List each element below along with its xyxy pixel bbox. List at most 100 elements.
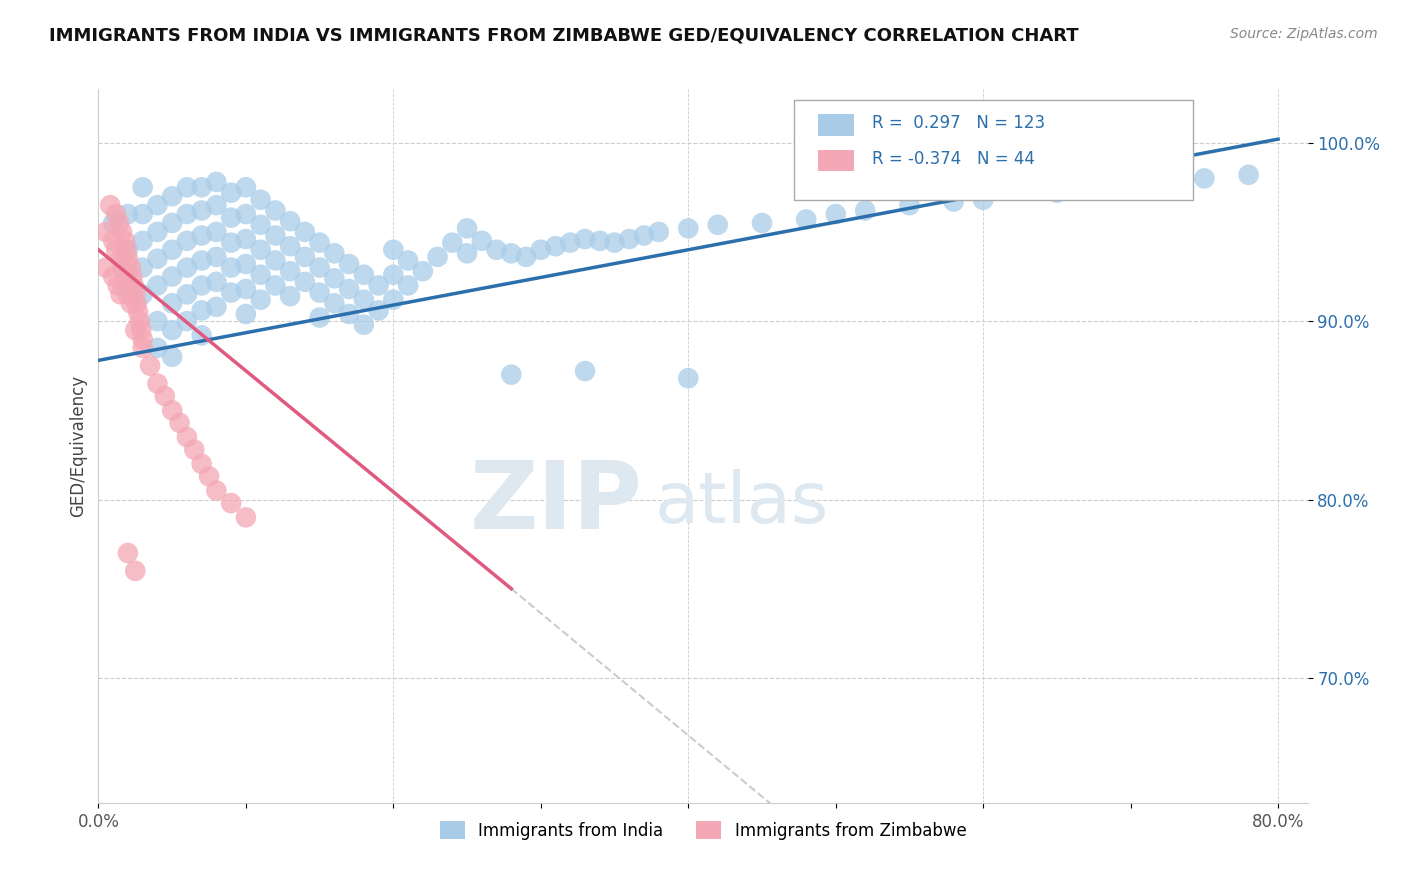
Point: [589, 234, 612, 248]
Point: [205, 483, 228, 498]
Point: [396, 278, 419, 293]
Point: [146, 198, 169, 212]
Point: [124, 287, 146, 301]
Point: [530, 243, 553, 257]
Point: [146, 376, 169, 391]
Point: [544, 239, 567, 253]
Point: [456, 246, 478, 260]
Point: [105, 243, 128, 257]
Point: [235, 232, 257, 246]
Point: [122, 278, 145, 293]
Point: [1119, 178, 1142, 193]
Point: [278, 264, 301, 278]
Point: [190, 278, 212, 293]
Point: [323, 271, 346, 285]
Point: [412, 264, 434, 278]
Point: [308, 235, 330, 250]
FancyBboxPatch shape: [793, 100, 1192, 200]
Point: [426, 250, 449, 264]
Point: [160, 350, 183, 364]
Point: [264, 278, 287, 293]
Point: [396, 253, 419, 268]
Point: [107, 278, 129, 293]
Point: [249, 218, 271, 232]
Point: [114, 269, 136, 284]
Point: [190, 457, 212, 471]
Point: [205, 300, 228, 314]
Point: [219, 211, 242, 225]
Point: [117, 278, 139, 293]
Point: [794, 212, 817, 227]
Point: [219, 285, 242, 300]
Point: [294, 250, 316, 264]
Point: [515, 250, 537, 264]
Point: [190, 303, 212, 318]
Text: IMMIGRANTS FROM INDIA VS IMMIGRANTS FROM ZIMBABWE GED/EQUIVALENCY CORRELATION CH: IMMIGRANTS FROM INDIA VS IMMIGRANTS FROM…: [49, 27, 1078, 45]
Point: [120, 260, 142, 275]
Point: [219, 186, 242, 200]
Point: [205, 225, 228, 239]
Point: [131, 180, 153, 194]
Point: [278, 214, 301, 228]
Point: [101, 216, 124, 230]
Point: [249, 268, 271, 282]
Point: [264, 203, 287, 218]
Text: R =  0.297   N = 123: R = 0.297 N = 123: [872, 114, 1046, 132]
Point: [235, 307, 257, 321]
Point: [94, 225, 117, 239]
Point: [249, 193, 271, 207]
Point: [176, 234, 198, 248]
Point: [294, 275, 316, 289]
Point: [382, 293, 405, 307]
Point: [94, 260, 117, 275]
Point: [114, 234, 136, 248]
Point: [169, 416, 191, 430]
Point: [501, 368, 523, 382]
Point: [219, 496, 242, 510]
Point: [176, 430, 198, 444]
Point: [121, 269, 143, 284]
Point: [101, 269, 124, 284]
Point: [146, 314, 169, 328]
Point: [633, 228, 655, 243]
Point: [129, 323, 152, 337]
Point: [190, 228, 212, 243]
Point: [131, 260, 153, 275]
Point: [105, 207, 128, 221]
Point: [117, 207, 139, 221]
Point: [219, 260, 242, 275]
Point: [131, 287, 153, 301]
Point: [323, 296, 346, 310]
Point: [278, 289, 301, 303]
Point: [235, 207, 257, 221]
Text: atlas: atlas: [655, 468, 830, 538]
Point: [456, 221, 478, 235]
Point: [678, 371, 700, 385]
Point: [619, 232, 641, 246]
Point: [190, 328, 212, 343]
Point: [160, 296, 183, 310]
Point: [278, 239, 301, 253]
Point: [190, 180, 212, 194]
Point: [485, 243, 508, 257]
Point: [337, 282, 360, 296]
Point: [176, 287, 198, 301]
Point: [367, 303, 389, 318]
Point: [146, 252, 169, 266]
Point: [574, 232, 596, 246]
Point: [117, 287, 139, 301]
Point: [308, 285, 330, 300]
Y-axis label: GED/Equivalency: GED/Equivalency: [69, 375, 87, 517]
Point: [1237, 168, 1260, 182]
Point: [235, 282, 257, 296]
Point: [160, 243, 183, 257]
Point: [382, 268, 405, 282]
Text: Source: ZipAtlas.com: Source: ZipAtlas.com: [1230, 27, 1378, 41]
Point: [117, 252, 139, 266]
Point: [160, 216, 183, 230]
Point: [183, 442, 205, 457]
Point: [294, 225, 316, 239]
Point: [120, 296, 142, 310]
Point: [205, 198, 228, 212]
Point: [441, 235, 464, 250]
